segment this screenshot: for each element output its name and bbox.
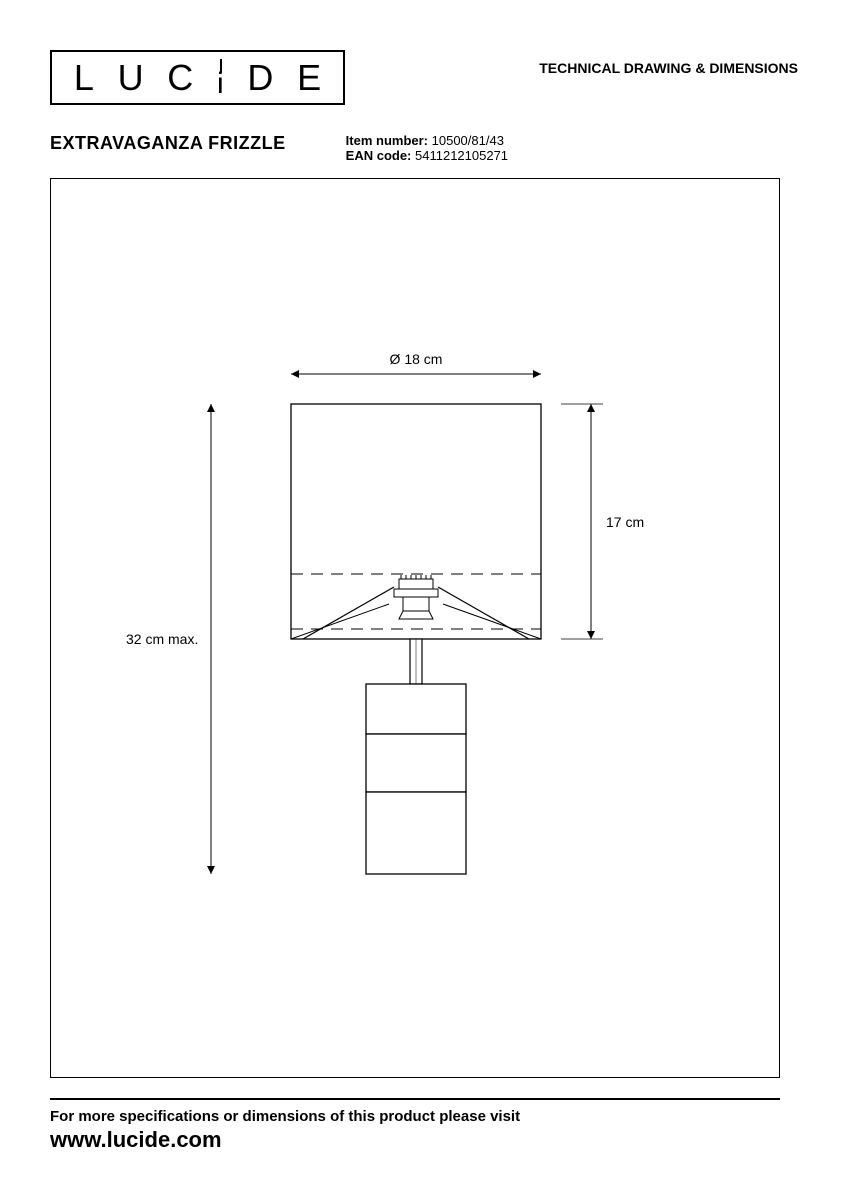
product-name: EXTRAVAGANZA FRIZZLE [50, 133, 286, 154]
item-number-value: 10500/81/43 [432, 133, 504, 148]
lamp-base [366, 684, 466, 874]
technical-drawing: Ø 18 cm [51, 179, 781, 1079]
logo-letter: U [118, 57, 144, 99]
dim-total-height-label: 32 cm max. [126, 631, 198, 647]
logo-letter: C [167, 57, 193, 99]
drawing-frame: Ø 18 cm [50, 178, 780, 1078]
footer-text: For more specifications or dimensions of… [50, 1108, 780, 1125]
lamp-socket [394, 575, 438, 619]
dim-shade-height-label: 17 cm [606, 514, 644, 530]
dim-diameter-label: Ø 18 cm [390, 351, 443, 367]
logo-letter: i [217, 67, 224, 101]
doc-type-title: TECHNICAL DRAWING & DIMENSIONS [539, 60, 798, 76]
logo-letter: D [247, 57, 273, 99]
ean-value: 5411212105271 [415, 148, 508, 163]
footer: For more specifications or dimensions of… [50, 1098, 780, 1153]
item-number-label: Item number: [346, 133, 428, 148]
footer-url: www.lucide.com [50, 1127, 780, 1153]
logo-letter: L [74, 57, 94, 99]
brand-logo: L U C i D E [50, 50, 345, 105]
ean-label: EAN code: [346, 148, 412, 163]
logo-letter: E [297, 57, 321, 99]
product-codes: Item number: 10500/81/43 EAN code: 54112… [346, 133, 508, 163]
